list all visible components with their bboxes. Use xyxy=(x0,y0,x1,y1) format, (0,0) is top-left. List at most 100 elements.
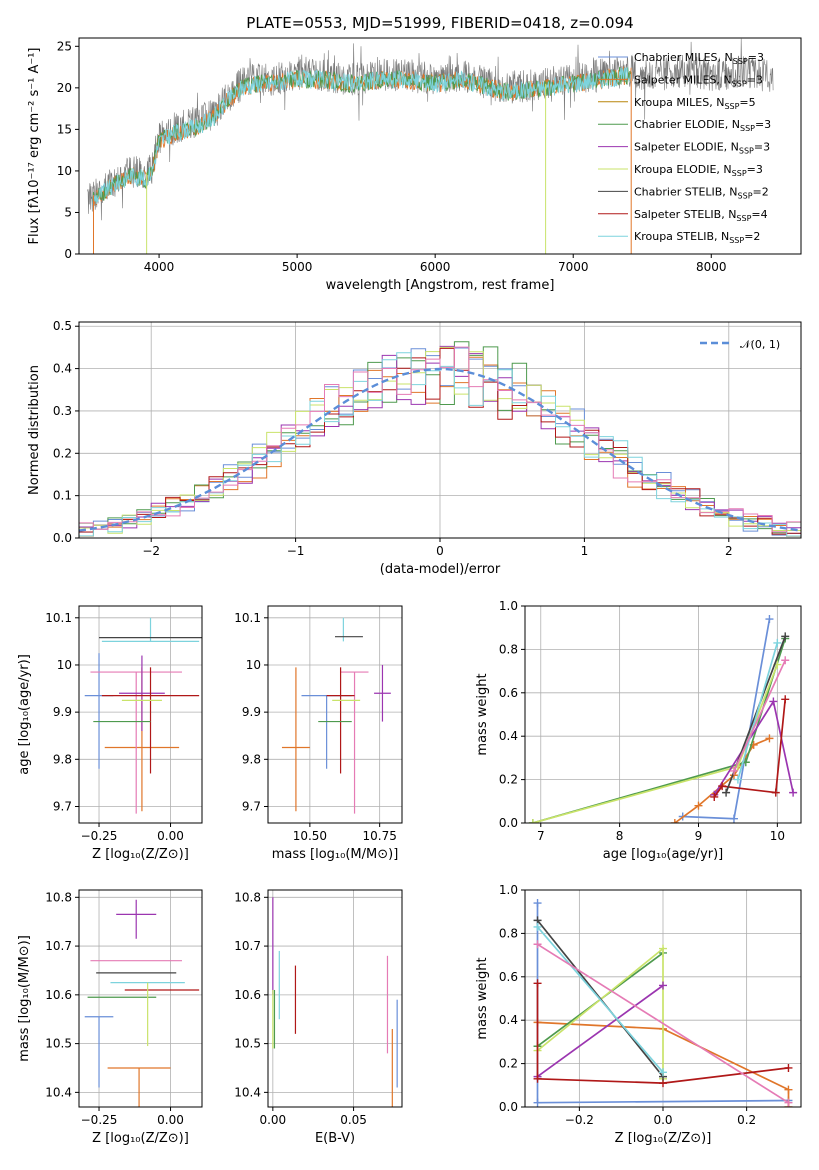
panel-age-vs-Z: −0.25 0.00 9.7 9.8 9.9 10 10.1 Z [log₁₀(Z/Z⊙)] a… xyxy=(17,605,203,862)
y-tick-labels: 0.0 0.1 0.2 0.3 0.4 0.5 xyxy=(53,319,72,545)
weight-marker xyxy=(765,615,774,624)
x-tick-label: 8000 xyxy=(696,260,727,274)
weight-line xyxy=(733,659,786,772)
plot-area xyxy=(281,617,391,814)
legend-label-sub: SSP xyxy=(724,102,739,111)
legend-label-sub: SSP xyxy=(736,214,751,223)
weight-series xyxy=(533,940,793,1107)
legend-label-suffix: =3 xyxy=(755,118,771,131)
panel-weight-vs-Z: −0.2 0.0 0.2 0.0 0.2 0.4 0.6 0.8 1.0 Z [log₁₀(Z/Z… xyxy=(475,883,802,1146)
x-tick-label: 0.00 xyxy=(157,829,184,843)
model-spectrum xyxy=(92,66,632,205)
x-tick-labels: −0.25 0.00 xyxy=(81,829,184,843)
weight-marker xyxy=(781,695,790,704)
weight-marker xyxy=(729,814,738,823)
plot-area xyxy=(84,617,202,814)
weight-marker xyxy=(533,899,542,908)
y-tick-label: 9.7 xyxy=(53,799,72,813)
y-tick-label: 0.0 xyxy=(53,531,72,545)
y-tick-labels: 9.7 9.8 9.9 10 10.1 xyxy=(45,611,72,814)
legend-label-sub: SSP xyxy=(732,169,747,178)
weight-marker xyxy=(733,775,742,784)
x-tick-label: −0.25 xyxy=(81,829,118,843)
y-tick-label: 0.3 xyxy=(53,404,72,418)
x-tick-label: −1 xyxy=(287,544,305,558)
x-tick-label: 5000 xyxy=(282,260,313,274)
y-tick-label: 0.2 xyxy=(53,446,72,460)
y-tick-labels: 9.7 9.8 9.9 10 10.1 xyxy=(234,611,261,814)
legend-label-suffix: =3 xyxy=(754,141,770,154)
weight-marker xyxy=(784,1085,793,1094)
x-tick-label: 8 xyxy=(616,829,624,843)
panel-residual-hist: −2 −1 0 1 2 0.0 0.1 0.2 0.3 0.4 0.5 (data-model)/er… xyxy=(27,319,802,577)
error-bar-point xyxy=(84,1016,114,1088)
weight-marker xyxy=(533,1074,542,1083)
y-tick-labels: 0.0 0.2 0.4 0.6 0.8 1.0 xyxy=(499,599,518,830)
y-tick-label: 15 xyxy=(57,122,72,136)
y-tick-label: 9.9 xyxy=(242,705,261,719)
error-bar-point xyxy=(301,695,352,769)
x-tick-label: 0.2 xyxy=(737,1113,756,1127)
legend-label-text: Chabrier MILES, N xyxy=(634,51,733,64)
error-bar-point xyxy=(374,664,391,722)
error-bar-point xyxy=(326,667,355,774)
x-tick-label: 0.0 xyxy=(653,1113,672,1127)
x-axis-label: mass [log₁₀(M/M⊙)] xyxy=(272,847,399,862)
y-tick-label: 0.1 xyxy=(53,489,72,503)
y-tick-label: 10.6 xyxy=(234,988,261,1002)
legend-label-suffix: =2 xyxy=(744,230,760,243)
legend-label: Kroupa ELODIE, NSSP=3 xyxy=(634,163,763,178)
y-tick-label: 9.8 xyxy=(53,752,72,766)
x-axis-label: E(B-V) xyxy=(315,1131,355,1146)
legend: 𝒩(0, 1) xyxy=(700,338,780,351)
weight-line xyxy=(537,943,789,1104)
weight-marker xyxy=(781,656,790,665)
y-tick-label: 9.8 xyxy=(242,752,261,766)
axes-frame xyxy=(524,605,802,824)
weight-marker xyxy=(722,788,731,797)
legend-label-text: Kroupa ELODIE, N xyxy=(634,163,732,176)
y-axis-label: Flux [fλ10⁻¹⁷ erg cm⁻² s⁻¹ A⁻¹] xyxy=(27,48,42,245)
y-tick-label: 0.6 xyxy=(499,970,518,984)
legend-label-sub: SSP xyxy=(738,191,753,200)
panel-age-vs-mass: 10.50 10.75 9.7 9.8 9.9 10 10.1 mass [log₁₀(M/M… xyxy=(234,605,403,862)
legend-label-sub: SSP xyxy=(729,236,744,245)
y-tick-label: 9.9 xyxy=(53,705,72,719)
weight-line xyxy=(537,984,664,1078)
y-tick-label: 0.2 xyxy=(499,1057,518,1071)
y-tick-label: 10.5 xyxy=(234,1037,261,1051)
panel-weight-vs-age: 7 8 9 10 0.0 0.2 0.4 0.6 0.8 1.0 age [log₁₀(age/yr… xyxy=(475,599,802,862)
weight-marker xyxy=(765,734,774,743)
legend-label: Chabrier STELIB, NSSP=2 xyxy=(634,185,769,200)
y-tick-label: 10.1 xyxy=(45,611,72,625)
error-bar-point xyxy=(281,667,310,812)
x-tick-label: −2 xyxy=(142,544,160,558)
y-tick-label: 10.4 xyxy=(234,1085,261,1099)
y-tick-label: 0.5 xyxy=(53,319,72,333)
axes-frame xyxy=(78,889,203,1108)
x-tick-label: 9 xyxy=(695,829,703,843)
y-tick-label: 20 xyxy=(57,81,72,95)
x-tick-labels: −0.25 0.00 xyxy=(81,1113,184,1127)
plot-area xyxy=(272,897,398,1107)
legend-label-text: Kroupa MILES, N xyxy=(634,96,724,109)
y-axis-label: age [log₁₀(age/yr)] xyxy=(17,654,32,775)
error-bar-point xyxy=(340,671,369,814)
legend-label: Chabrier MILES, NSSP=3 xyxy=(634,51,764,66)
x-tick-label: −0.25 xyxy=(81,1113,118,1127)
y-tick-label: 10.8 xyxy=(234,890,261,904)
weight-series xyxy=(528,660,782,823)
y-axis-label: mass [log₁₀(M/M⊙)] xyxy=(17,935,32,1062)
y-tick-label: 10.7 xyxy=(234,939,261,953)
legend-label: Salpeter ELODIE, NSSP=3 xyxy=(634,141,770,156)
x-tick-label: 7 xyxy=(537,829,545,843)
weight-marker xyxy=(533,979,542,988)
x-tick-labels: 0.00 0.05 xyxy=(259,1113,366,1127)
weight-series xyxy=(670,734,774,823)
y-tick-labels: 10.4 10.5 10.6 10.7 10.8 xyxy=(45,890,72,1099)
axes-frame xyxy=(78,37,802,255)
y-axis-label: mass weight xyxy=(475,957,490,1039)
weight-marker xyxy=(670,819,679,823)
y-tick-label: 0 xyxy=(64,247,72,261)
panel-spectrum: 4000 5000 6000 7000 8000 0 5 10 15 20 25 wavelength… xyxy=(27,14,802,293)
